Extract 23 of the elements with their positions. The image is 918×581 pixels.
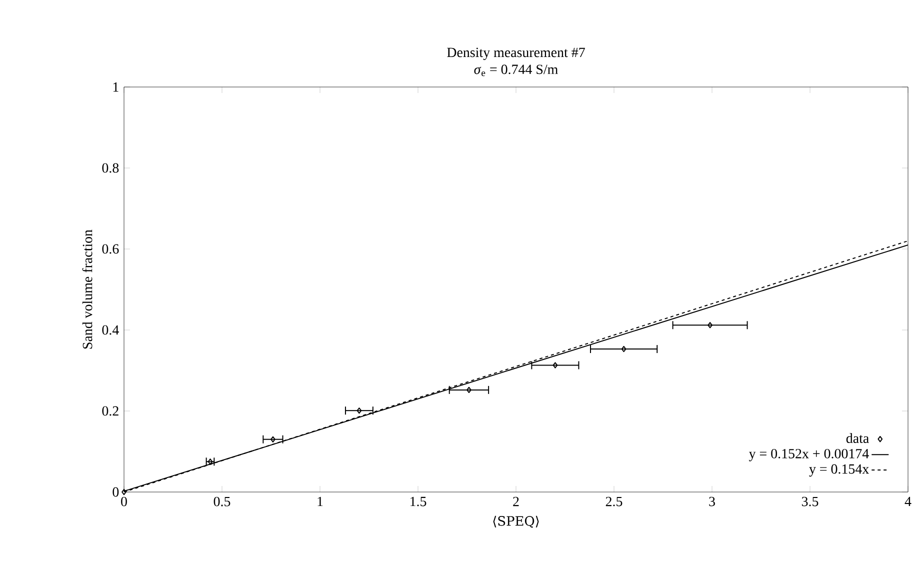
x-tick-label: 2 xyxy=(513,496,519,506)
chart-subtitle: σ$_{e}$ = 0.744 S/m xyxy=(474,64,558,76)
legend-label: data xyxy=(846,433,869,444)
x-tick-label: 3.5 xyxy=(802,496,818,506)
y-axis-title: Sand volume fraction xyxy=(82,230,92,349)
x-tick-label: 1 xyxy=(318,496,323,506)
y-tick-label: 0.2 xyxy=(102,406,118,416)
legend-label: y = 0.154x xyxy=(809,464,869,477)
x-tick-label: 4 xyxy=(904,496,912,506)
y-tick-label: 0.8 xyxy=(102,163,119,173)
point xyxy=(208,458,213,465)
x-tick-label: 1.5 xyxy=(410,496,426,506)
x-tick-label: 3 xyxy=(709,496,715,506)
x-tick-label: 2.5 xyxy=(606,496,622,506)
x-tick-label: 0 xyxy=(121,496,127,506)
x-axis-title: ⟨SPEQ⟩ xyxy=(493,516,539,528)
chart-title: Density measurement #7 xyxy=(447,48,585,60)
y-tick-label: 1 xyxy=(113,82,118,92)
y-tick-label: 0.6 xyxy=(102,244,119,254)
x-tick-label: 0.5 xyxy=(214,496,230,506)
legend-label: y = 0.152x + 0.00174 xyxy=(748,448,869,462)
y-tick-label: 0 xyxy=(112,487,119,497)
y-tick-label: 0.4 xyxy=(102,325,119,335)
